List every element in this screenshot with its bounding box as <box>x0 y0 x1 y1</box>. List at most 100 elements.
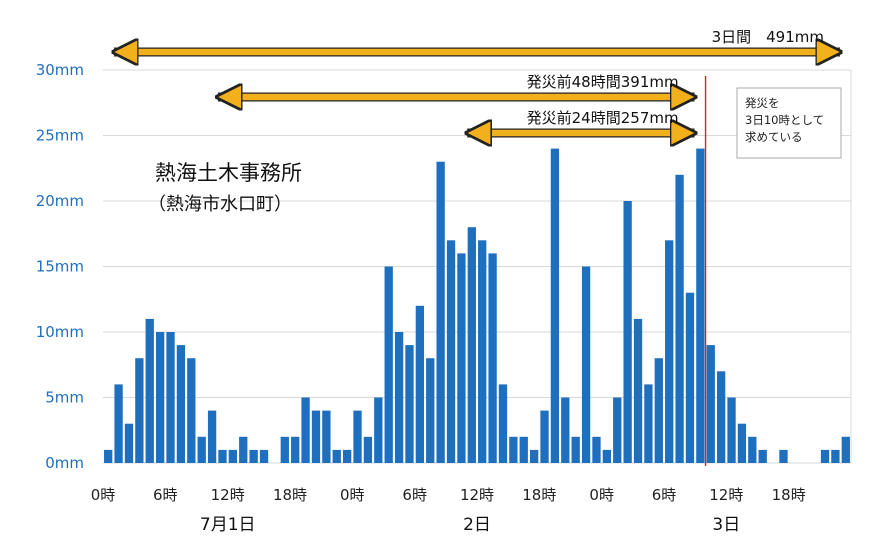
bar <box>696 148 705 463</box>
y-tick-label: 20mm <box>36 192 84 210</box>
note-line-1: 発災を <box>745 96 780 110</box>
day-label: 2日 <box>463 515 491 535</box>
bar <box>727 397 736 463</box>
station-location: （熱海市水口町） <box>148 194 292 215</box>
bar <box>384 266 393 463</box>
bar <box>820 449 830 463</box>
y-tick-label: 5mm <box>45 389 84 407</box>
bar <box>581 266 591 463</box>
bar <box>187 358 196 463</box>
bar <box>155 332 165 463</box>
bar <box>249 449 258 463</box>
note-line-2: 3日10時として <box>745 113 824 127</box>
day-label: 3日 <box>712 515 740 535</box>
note-box-frame <box>736 87 842 159</box>
bar <box>104 449 113 463</box>
bar <box>498 384 508 463</box>
bar <box>779 449 788 463</box>
bar <box>114 384 123 463</box>
bar <box>239 436 248 463</box>
day-labels: 7月1日 2日 3日 <box>200 515 740 535</box>
x-tick-label: 18時 <box>772 486 806 504</box>
y-axis-ticks: 0mm 5mm 10mm 15mm 20mm 25mm 30mm <box>36 61 84 472</box>
y-tick-label: 15mm <box>36 258 84 276</box>
x-tick-label: 6時 <box>402 486 427 504</box>
bar <box>353 410 362 463</box>
x-tick-label: 18時 <box>522 486 556 504</box>
y-tick-label: 30mm <box>36 61 84 79</box>
bar <box>706 345 715 463</box>
bar <box>716 371 726 463</box>
bar <box>311 410 321 463</box>
bars <box>104 148 850 464</box>
bar <box>665 240 674 463</box>
bar <box>197 436 206 463</box>
bar <box>550 148 560 463</box>
bar <box>623 201 632 463</box>
bar <box>145 318 154 463</box>
bar <box>207 410 217 463</box>
bar <box>841 436 850 463</box>
bar <box>363 436 373 463</box>
bar <box>436 161 445 463</box>
bar <box>332 449 341 463</box>
x-tick-label: 12時 <box>709 486 743 504</box>
bar <box>478 240 487 463</box>
x-tick-label: 0時 <box>91 486 116 504</box>
bar <box>280 436 289 463</box>
bar <box>509 436 518 463</box>
bar <box>135 358 144 463</box>
bar <box>758 449 767 463</box>
bar <box>259 449 269 463</box>
x-tick-label: 12時 <box>211 486 245 504</box>
bar <box>301 397 310 463</box>
bar <box>291 436 300 463</box>
day-label: 7月1日 <box>200 515 256 535</box>
note-box: 発災を 3日10時として 求めている <box>736 87 842 159</box>
bar <box>176 345 186 463</box>
bar <box>405 345 414 463</box>
bar <box>467 227 476 463</box>
station-name: 熱海土木事務所 <box>155 161 302 185</box>
note-line-3: 求めている <box>745 130 803 144</box>
bar <box>633 318 643 463</box>
x-tick-label: 6時 <box>153 486 178 504</box>
arrow-label: 発災前24時間257mm <box>527 109 679 127</box>
bar <box>613 397 622 463</box>
bar <box>166 332 175 463</box>
bar <box>561 397 570 463</box>
x-tick-label: 12時 <box>460 486 494 504</box>
bar <box>592 436 601 463</box>
bar <box>488 253 497 463</box>
bar <box>218 449 227 463</box>
bar <box>374 397 383 463</box>
bar <box>602 449 612 463</box>
bar <box>685 292 695 463</box>
y-tick-label: 25mm <box>36 127 84 145</box>
bar <box>737 423 747 463</box>
bar <box>124 423 134 463</box>
arrow-label: 3日間 491mm <box>712 28 824 46</box>
bar <box>654 358 663 463</box>
bar <box>831 449 840 463</box>
bar <box>540 410 549 463</box>
x-tick-label: 18時 <box>273 486 307 504</box>
period-arrows: 3日間 491mm 発災前48時間391mm 発災前24時間257mm <box>114 28 840 133</box>
x-tick-label: 0時 <box>589 486 614 504</box>
bar <box>415 305 425 463</box>
bar <box>394 332 404 463</box>
arrow-label: 発災前48時間391mm <box>527 73 679 91</box>
bar <box>571 436 580 463</box>
bar <box>446 240 456 463</box>
bar <box>675 174 684 464</box>
bar <box>228 449 238 463</box>
bar <box>322 410 331 463</box>
bar <box>748 436 757 463</box>
x-axis-ticks: 0時 6時 12時 18時 0時 6時 12時 18時 0時 6時 12時 18時 <box>91 486 806 504</box>
bar <box>342 449 352 463</box>
x-tick-label: 0時 <box>340 486 365 504</box>
bar <box>426 358 435 463</box>
bar <box>644 384 653 463</box>
y-tick-label: 10mm <box>36 323 84 341</box>
